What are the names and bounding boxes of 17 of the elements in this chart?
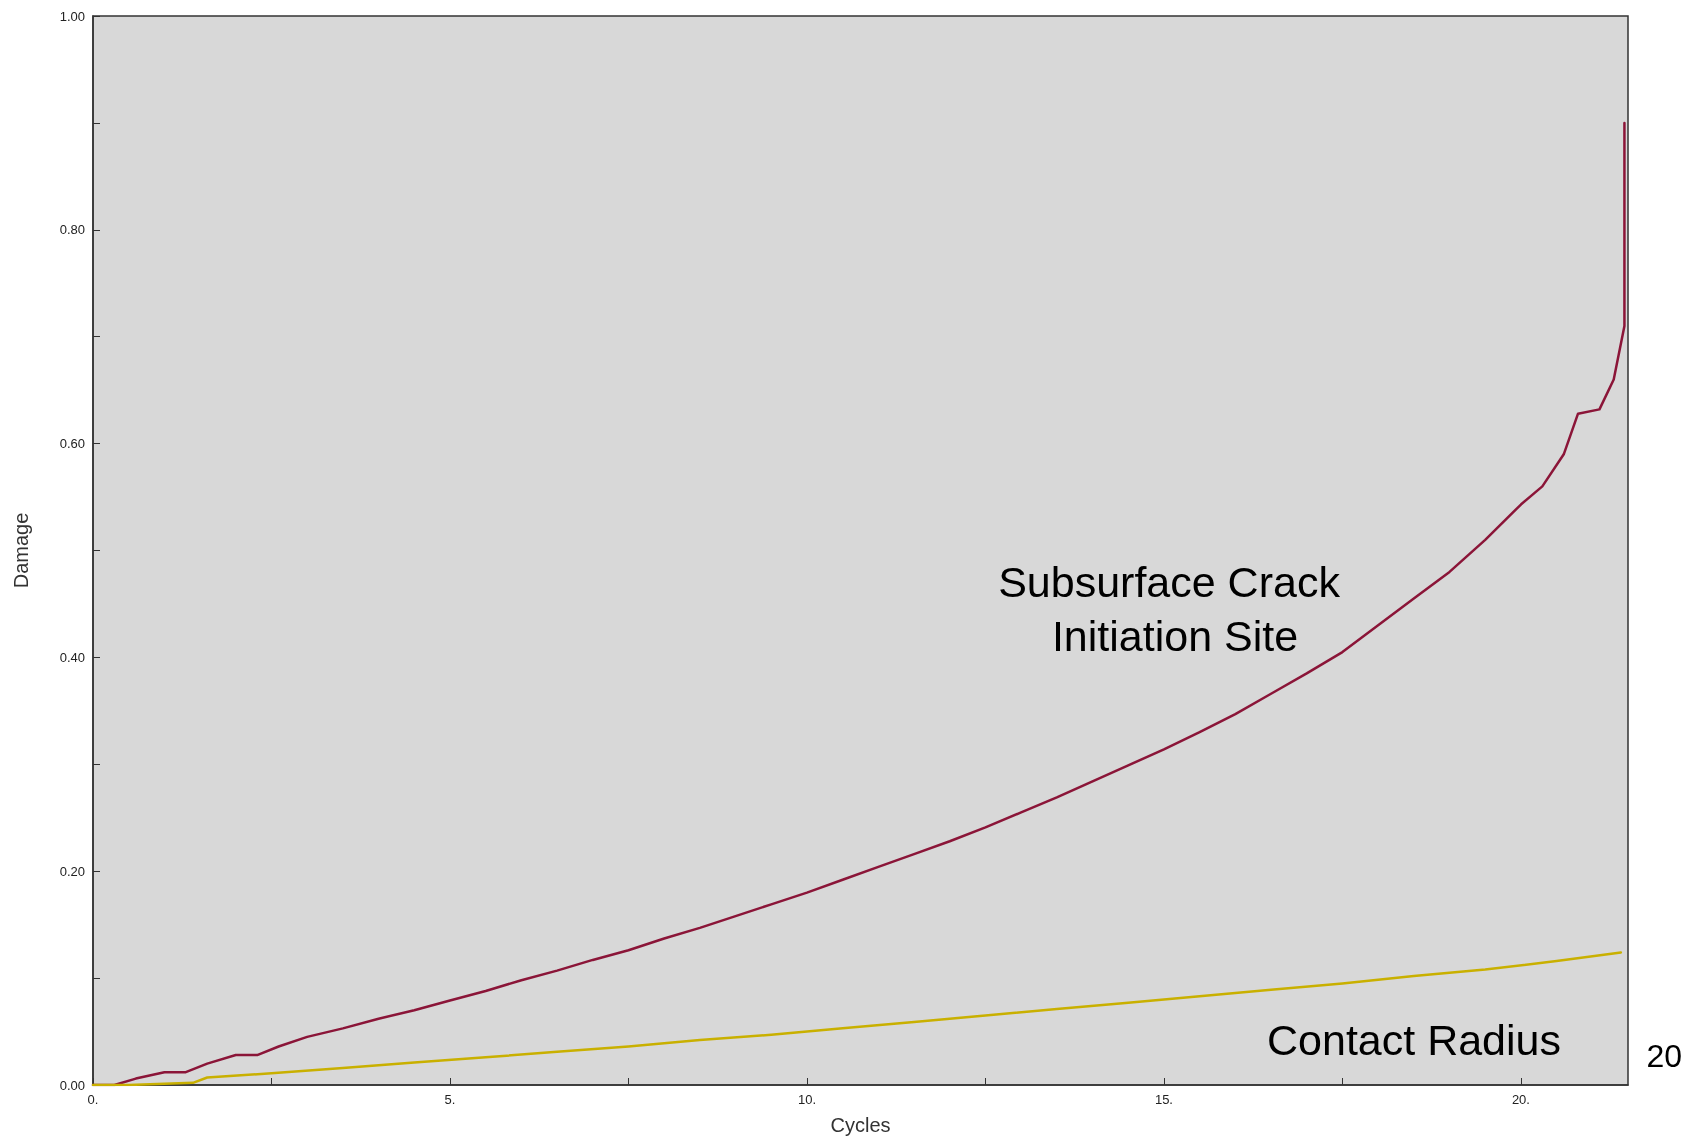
y-tick-label: 0.60 — [59, 436, 85, 452]
y-tick-label: 0.20 — [59, 863, 85, 879]
series-label: Subsurface Crack Initiation Site — [998, 558, 1352, 660]
y-tick-label: 0.00 — [59, 1077, 85, 1093]
x-tick-label: 15. — [1154, 1092, 1173, 1107]
series-label: Contact Radius — [1267, 1016, 1561, 1064]
x-tick-label: 20. — [1511, 1092, 1530, 1107]
text: 20 — [1646, 1038, 1682, 1074]
y-tick-label: 0.40 — [59, 649, 85, 665]
y-tick-label: 1.00 — [59, 8, 85, 24]
line-series — [91, 951, 1623, 1087]
x-tick-label: 5. — [444, 1092, 456, 1107]
x-tick-label: 0. — [87, 1092, 99, 1107]
x-tick-label: 10. — [797, 1092, 816, 1107]
x-axis-title: Cycles — [830, 1114, 891, 1136]
y-tick-label: 0.80 — [59, 222, 85, 238]
y-axis-title: Damage — [10, 512, 32, 589]
